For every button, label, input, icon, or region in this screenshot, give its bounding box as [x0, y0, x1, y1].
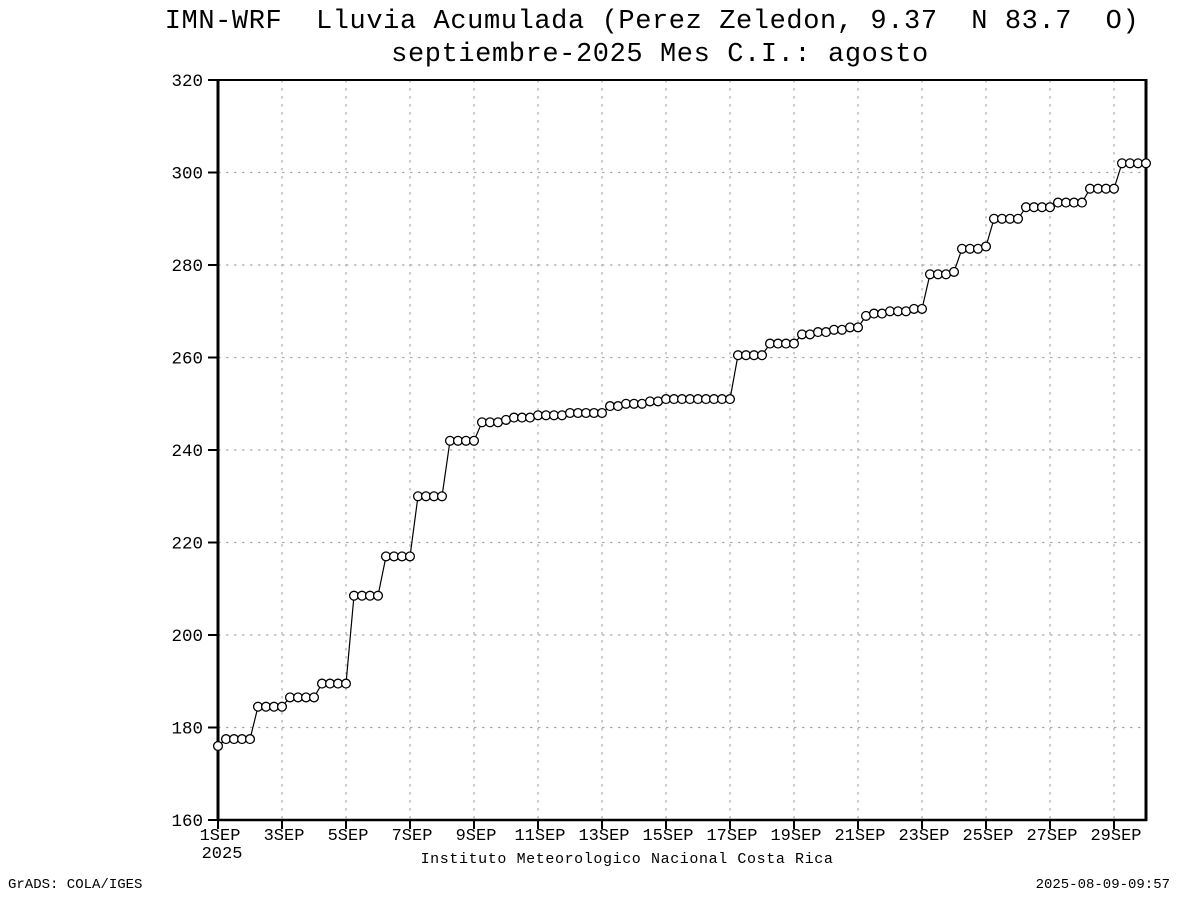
x-tick-label: 29SEP: [1090, 827, 1141, 846]
y-tick-label: 320: [171, 72, 203, 92]
x-tick-label: 17SEP: [706, 827, 757, 846]
data-point-marker: [308, 692, 320, 703]
data-point-marker: [948, 266, 960, 277]
data-point-marker: [756, 350, 768, 361]
data-point-marker: [468, 435, 480, 446]
data-point-marker: [276, 701, 288, 712]
x-tick-sublabel: 2025: [202, 845, 243, 864]
data-point-marker: [852, 322, 864, 333]
x-tick-label: 3SEP: [264, 827, 305, 846]
x-tick-label: 21SEP: [834, 827, 885, 846]
tick-marks: [208, 79, 1115, 829]
data-point-marker: [244, 734, 256, 745]
y-tick-label: 200: [171, 627, 203, 647]
data-point-marker: [1044, 202, 1056, 213]
x-tick-label: 1SEP: [200, 827, 241, 846]
y-tick-label: 240: [171, 442, 203, 462]
x-tick-label: 15SEP: [642, 827, 693, 846]
x-tick-label: 13SEP: [578, 827, 629, 846]
y-tick-label: 280: [171, 257, 203, 277]
data-point-marker: [1108, 183, 1120, 194]
data-point-marker: [436, 491, 448, 502]
x-tick-label: 27SEP: [1026, 827, 1077, 846]
data-point-marker: [916, 303, 928, 314]
x-tick-label: 9SEP: [456, 827, 497, 846]
data-point-marker: [788, 338, 800, 349]
data-point-marker: [1140, 158, 1152, 169]
data-point-marker: [372, 590, 384, 601]
data-point-marker: [724, 394, 736, 405]
data-point-marker: [980, 241, 992, 252]
y-tick-label: 160: [171, 812, 203, 832]
x-tick-label: 23SEP: [898, 827, 949, 846]
axes-frame: [216, 79, 1148, 822]
chart-title: IMN-WRF Lluvia Acumulada (Perez Zeledon,…: [164, 7, 1140, 37]
x-tick-label: 11SEP: [514, 827, 565, 846]
grid-lines: [218, 80, 1146, 820]
data-point-marker: [1012, 213, 1024, 224]
x-tick-label: 25SEP: [962, 827, 1013, 846]
chart-subtitle: septiembre-2025 Mes C.I.: agosto: [391, 40, 929, 70]
data-point-marker: [1076, 197, 1088, 208]
data-point-marker: [596, 407, 608, 419]
y-tick-label: 260: [171, 350, 203, 370]
y-tick-label: 220: [171, 535, 203, 555]
y-tick-label: 180: [171, 720, 203, 740]
data-series: [212, 158, 1152, 752]
data-point-marker: [340, 678, 352, 689]
data-point-marker: [212, 740, 224, 752]
x-tick-label: 7SEP: [392, 827, 433, 846]
x-tick-label: 5SEP: [328, 827, 369, 846]
y-tick-label: 300: [171, 165, 203, 185]
grads-credit-label: GrADS: COLA/IGES: [8, 877, 143, 893]
x-tick-label: 19SEP: [770, 827, 821, 846]
x-axis-caption: Instituto Meteorologico Nacional Costa R…: [420, 851, 834, 868]
data-point-marker: [404, 551, 416, 562]
plot-timestamp-label: 2025-08-09-09:57: [1035, 877, 1170, 893]
